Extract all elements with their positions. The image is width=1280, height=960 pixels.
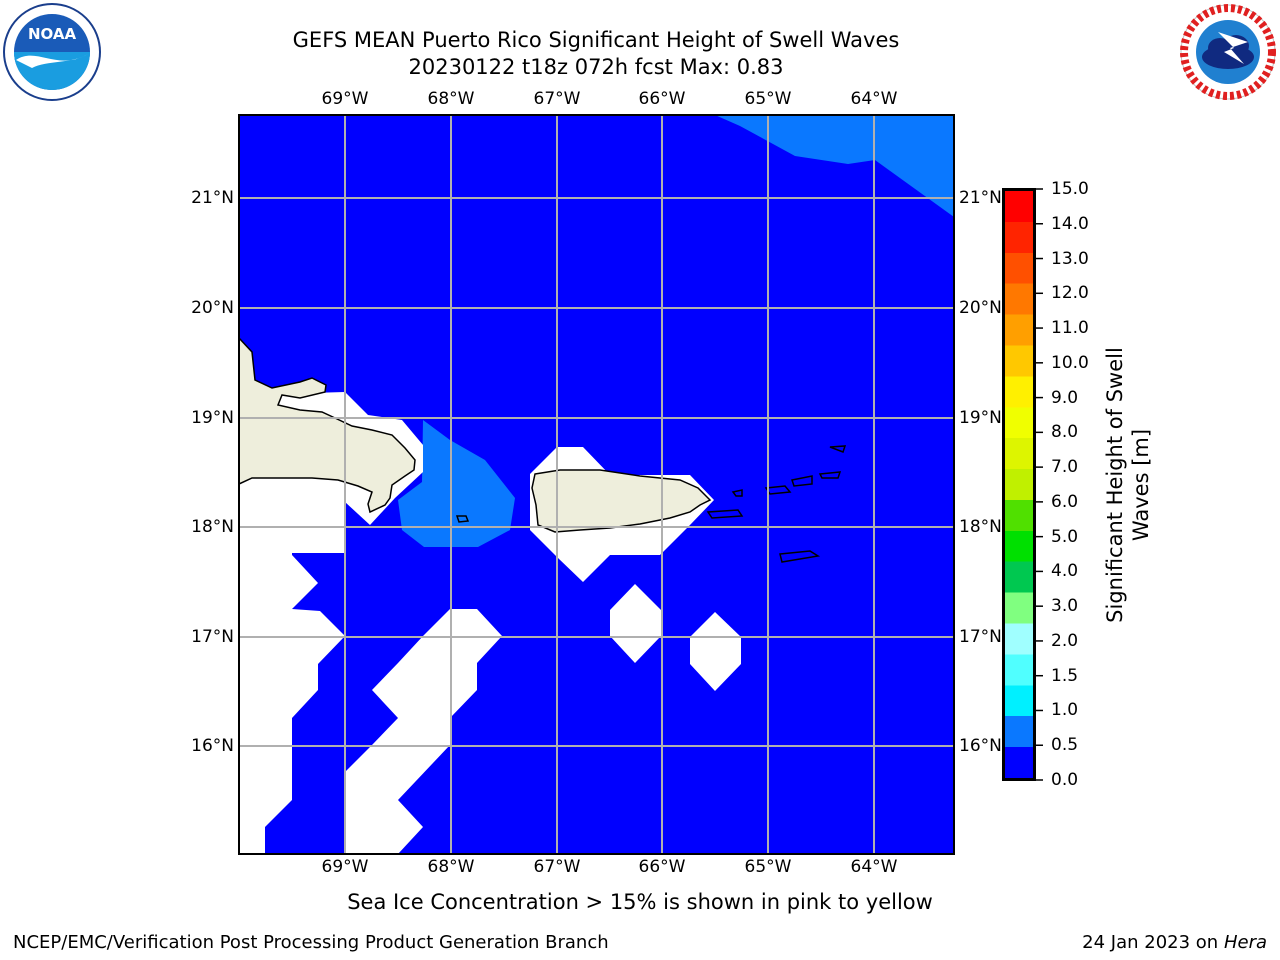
lat-label-right: 18°N <box>959 517 1002 537</box>
map-frame <box>238 114 955 855</box>
lat-label-left: 21°N <box>191 188 234 208</box>
colorbar-tick-label: 10.0 <box>1051 352 1089 373</box>
colorbar-tick-label: 1.5 <box>1051 665 1079 686</box>
chart-title-line1: GEFS MEAN Puerto Rico Significant Height… <box>292 28 900 52</box>
footer-host: Hera <box>1223 932 1267 953</box>
footer-branch: NCEP/EMC/Verification Post Processing Pr… <box>13 932 609 953</box>
lon-label-top: 68°W <box>427 89 475 109</box>
colorbar-tick-label: 8.0 <box>1051 422 1079 443</box>
nodata-south-2 <box>690 612 741 691</box>
colorbar-tick-label: 4.0 <box>1051 561 1079 582</box>
colorbar-cover <box>1003 189 1035 780</box>
island-mona <box>455 515 470 523</box>
map-gridlines <box>239 115 954 854</box>
island-vieques <box>706 509 744 519</box>
lon-label-top: 64°W <box>850 89 898 109</box>
island-st-croix <box>779 550 821 563</box>
chart-title-line2: 20230122 t18z 072h fcst Max: 0.83 <box>408 55 784 79</box>
land-hispaniola <box>239 336 416 514</box>
lat-label-right: 16°N <box>959 736 1002 756</box>
colorbar-tick-label: 1.0 <box>1051 700 1079 721</box>
lat-label-right: 19°N <box>959 408 1002 428</box>
colorbar-tick-label: 7.0 <box>1051 457 1079 478</box>
colorbar-tick-label: 6.0 <box>1051 491 1079 512</box>
lon-label-bottom: 65°W <box>744 857 792 877</box>
colorbar-tick-label: 2.0 <box>1051 630 1079 651</box>
colorbar-tick-label: 14.0 <box>1051 213 1089 234</box>
colorbar-tick-label: 11.0 <box>1051 318 1089 339</box>
colorbar-tick-label: 0.5 <box>1051 735 1079 756</box>
island-tortola <box>791 475 813 487</box>
colorbar-tick-label: 5.0 <box>1051 526 1079 547</box>
lat-label-right: 20°N <box>959 298 1002 318</box>
lon-label-bottom: 64°W <box>850 857 898 877</box>
colorbar-tick-label: 9.0 <box>1051 387 1079 408</box>
lon-label-top: 67°W <box>533 89 581 109</box>
footer-date: 24 Jan 2023 on Hera <box>1082 932 1267 953</box>
colorbar-tick-label: 12.0 <box>1051 283 1089 304</box>
colorbar-tick-label: 0.0 <box>1051 770 1079 790</box>
lat-label-right: 17°N <box>959 627 1002 647</box>
svg-text:NOAA: NOAA <box>28 25 77 43</box>
lat-label-left: 18°N <box>191 517 234 537</box>
colorbar-tick-label: 13.0 <box>1051 248 1089 269</box>
sea-ice-note: Sea Ice Concentration > 15% is shown in … <box>347 890 933 914</box>
island-anegada <box>829 445 847 453</box>
nodata-south-1 <box>610 584 661 663</box>
footer-date-text: 24 Jan 2023 on <box>1082 932 1224 953</box>
ocean-swell-mid-north <box>715 115 954 217</box>
colorbar-tick-label: 15.0 <box>1051 179 1089 199</box>
lon-label-top: 66°W <box>638 89 686 109</box>
nodata-west <box>239 527 345 854</box>
lon-label-bottom: 69°W <box>321 857 369 877</box>
nws-logo-icon <box>1180 4 1276 100</box>
island-culebra <box>731 489 743 497</box>
lat-label-left: 17°N <box>191 627 234 647</box>
lat-label-left: 19°N <box>191 408 234 428</box>
ocean-swell-mid-mona <box>398 420 515 547</box>
lat-label-right: 21°N <box>959 188 1002 208</box>
noaa-logo-icon: NOAA <box>3 3 101 101</box>
lon-label-bottom: 67°W <box>533 857 581 877</box>
lat-label-left: 20°N <box>191 298 234 318</box>
island-virgin-gorda <box>818 471 842 479</box>
lon-label-top: 65°W <box>744 89 792 109</box>
lat-label-left: 16°N <box>191 736 234 756</box>
colorbar-tick-label: 3.0 <box>1051 596 1079 617</box>
lon-label-top: 69°W <box>321 89 369 109</box>
colorbar-title: Significant Height of Swell Waves [m] <box>1103 347 1153 623</box>
lon-label-bottom: 66°W <box>638 857 686 877</box>
nodata-diagonal <box>345 609 502 854</box>
land-puerto-rico <box>531 469 712 533</box>
lon-label-bottom: 68°W <box>427 857 475 877</box>
